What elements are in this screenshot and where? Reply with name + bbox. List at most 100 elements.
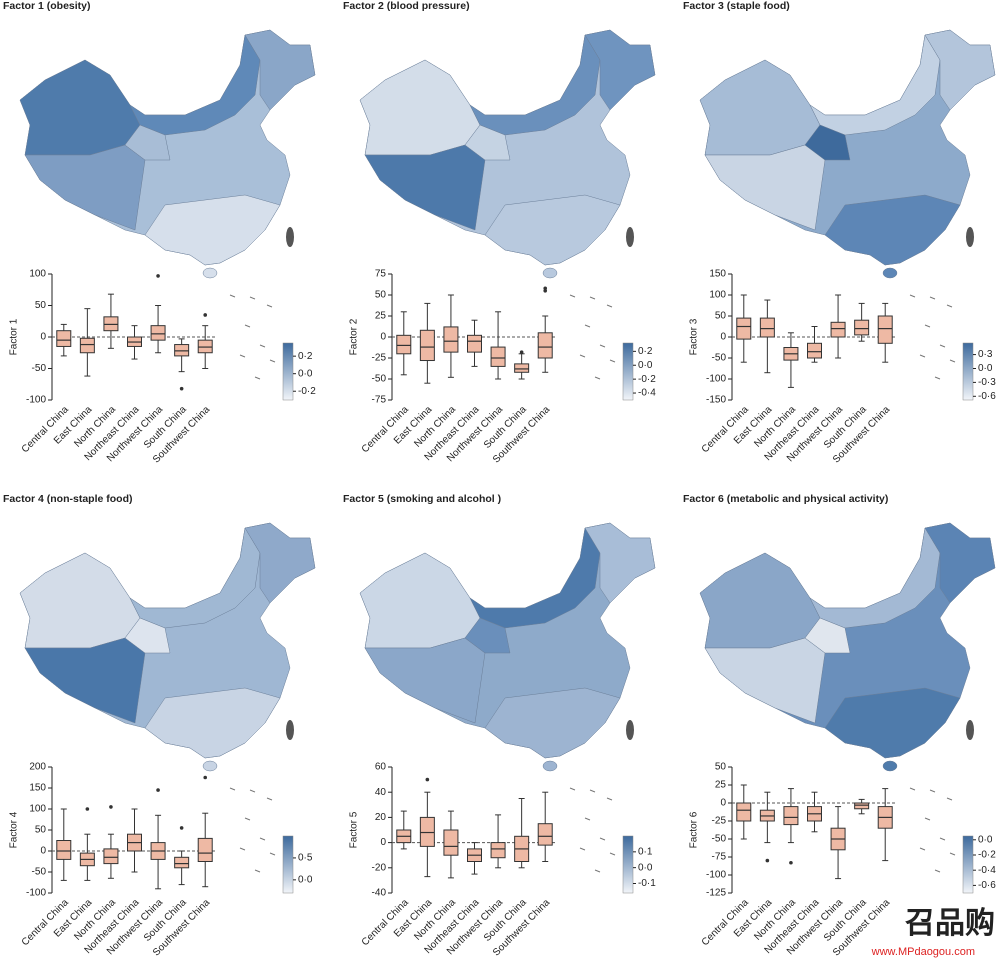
- map-inset-mark: [266, 797, 273, 801]
- y-tick-label: 50: [715, 762, 727, 773]
- panel-title: Factor 6 (metabolic and physical activit…: [683, 493, 888, 505]
- panel-title: Factor 1 (obesity): [3, 0, 91, 12]
- map-inset-mark: [594, 869, 601, 873]
- map-inset-mark: [919, 847, 926, 851]
- box: [443, 326, 459, 353]
- map-island: [882, 760, 898, 772]
- map-region: [804, 124, 851, 161]
- y-axis-label: Factor 2: [349, 318, 360, 355]
- map-inset-mark: [609, 359, 616, 363]
- y-tick-label: 40: [375, 787, 387, 798]
- map-region: [804, 617, 851, 654]
- y-tick-label: -100: [26, 888, 46, 899]
- map-inset-mark: [606, 797, 613, 801]
- y-axis-label: Factor 4: [9, 811, 20, 848]
- map-inset-mark: [939, 837, 946, 841]
- box: [854, 319, 870, 336]
- colorbar-tick-label: -0·1: [638, 878, 656, 889]
- box: [759, 317, 775, 338]
- y-tick-label: 150: [709, 269, 726, 280]
- map-inset-mark: [579, 847, 586, 851]
- map-region: [699, 59, 821, 156]
- outlier: [543, 289, 548, 293]
- y-tick-label: 75: [375, 269, 387, 280]
- map-region: [584, 522, 656, 604]
- box: [736, 317, 752, 340]
- y-axis-label: Factor 6: [689, 811, 700, 848]
- map-inset-mark: [249, 296, 256, 300]
- colorbar-tick-label: -0·2: [978, 850, 996, 861]
- map-inset-mark: [599, 837, 606, 841]
- y-tick-label: -50: [712, 834, 727, 845]
- y-tick-label: -50: [32, 867, 47, 878]
- outlier: [179, 386, 184, 391]
- colorbar-tick-label: -0·6: [978, 391, 996, 402]
- map-region: [699, 552, 821, 649]
- outlier: [179, 826, 184, 830]
- map-region: [124, 124, 171, 161]
- box: [103, 316, 119, 332]
- map-inset-mark: [239, 354, 246, 358]
- colorbar-tick-label: 0·2: [638, 346, 653, 357]
- map-region: [24, 637, 146, 724]
- map-inset-mark: [259, 344, 266, 348]
- y-tick-label: -125: [706, 888, 726, 899]
- y-tick-label: 25: [715, 780, 727, 791]
- outlier: [203, 775, 208, 780]
- y-tick-label: -50: [712, 353, 727, 364]
- box: [854, 802, 870, 810]
- colorbar: [962, 342, 974, 401]
- box: [443, 829, 459, 856]
- map-region: [464, 617, 511, 654]
- y-tick-label: 150: [29, 783, 46, 794]
- colorbar-tick-label: 0·0: [638, 862, 653, 873]
- box: [783, 806, 799, 826]
- outlier: [425, 777, 430, 782]
- map-inset-mark: [266, 304, 273, 308]
- map-inset-mark: [244, 324, 251, 328]
- outlier: [543, 286, 548, 291]
- map-island: [966, 720, 974, 740]
- map-inset-mark: [229, 787, 236, 791]
- map-region: [359, 59, 481, 156]
- map-inset-mark: [599, 344, 606, 348]
- box: [174, 856, 190, 869]
- y-tick-label: -40: [372, 888, 387, 899]
- map-inset-mark: [934, 376, 941, 380]
- box: [419, 329, 435, 362]
- colorbar-tick-label: -0·2: [638, 374, 656, 385]
- y-tick-label: -100: [26, 395, 46, 406]
- map-region: [484, 194, 621, 266]
- map-inset-mark: [244, 817, 251, 821]
- map-island: [542, 267, 558, 279]
- map-island: [286, 720, 294, 740]
- map-region: [359, 552, 481, 649]
- colorbar-tick-label: 0·1: [638, 846, 653, 857]
- y-tick-label: 100: [709, 290, 726, 301]
- panel-title: Factor 5 (smoking and alcohol ): [343, 493, 501, 505]
- box: [197, 837, 213, 863]
- y-axis-label: Factor 3: [689, 318, 700, 355]
- map-region: [19, 59, 141, 156]
- box: [514, 363, 530, 373]
- map-inset-mark: [569, 787, 576, 791]
- map-region: [704, 144, 826, 231]
- outlier: [789, 860, 793, 865]
- colorbar-tick-label: -0·3: [978, 377, 996, 388]
- map-region: [704, 637, 826, 724]
- map-inset-mark: [254, 869, 261, 873]
- map-inset-mark: [946, 304, 953, 308]
- box: [490, 346, 506, 367]
- map-region: [144, 687, 281, 759]
- y-tick-label: 50: [715, 311, 727, 322]
- y-tick-label: -100: [706, 374, 726, 385]
- y-tick-label: 25: [375, 311, 387, 322]
- box: [103, 848, 119, 865]
- box: [537, 332, 553, 359]
- map-region: [244, 522, 316, 604]
- box: [56, 840, 72, 860]
- colorbar-tick-label: 0·5: [298, 853, 313, 864]
- outlier: [765, 858, 770, 863]
- map-inset-mark: [579, 354, 586, 358]
- map-inset-mark: [939, 344, 946, 348]
